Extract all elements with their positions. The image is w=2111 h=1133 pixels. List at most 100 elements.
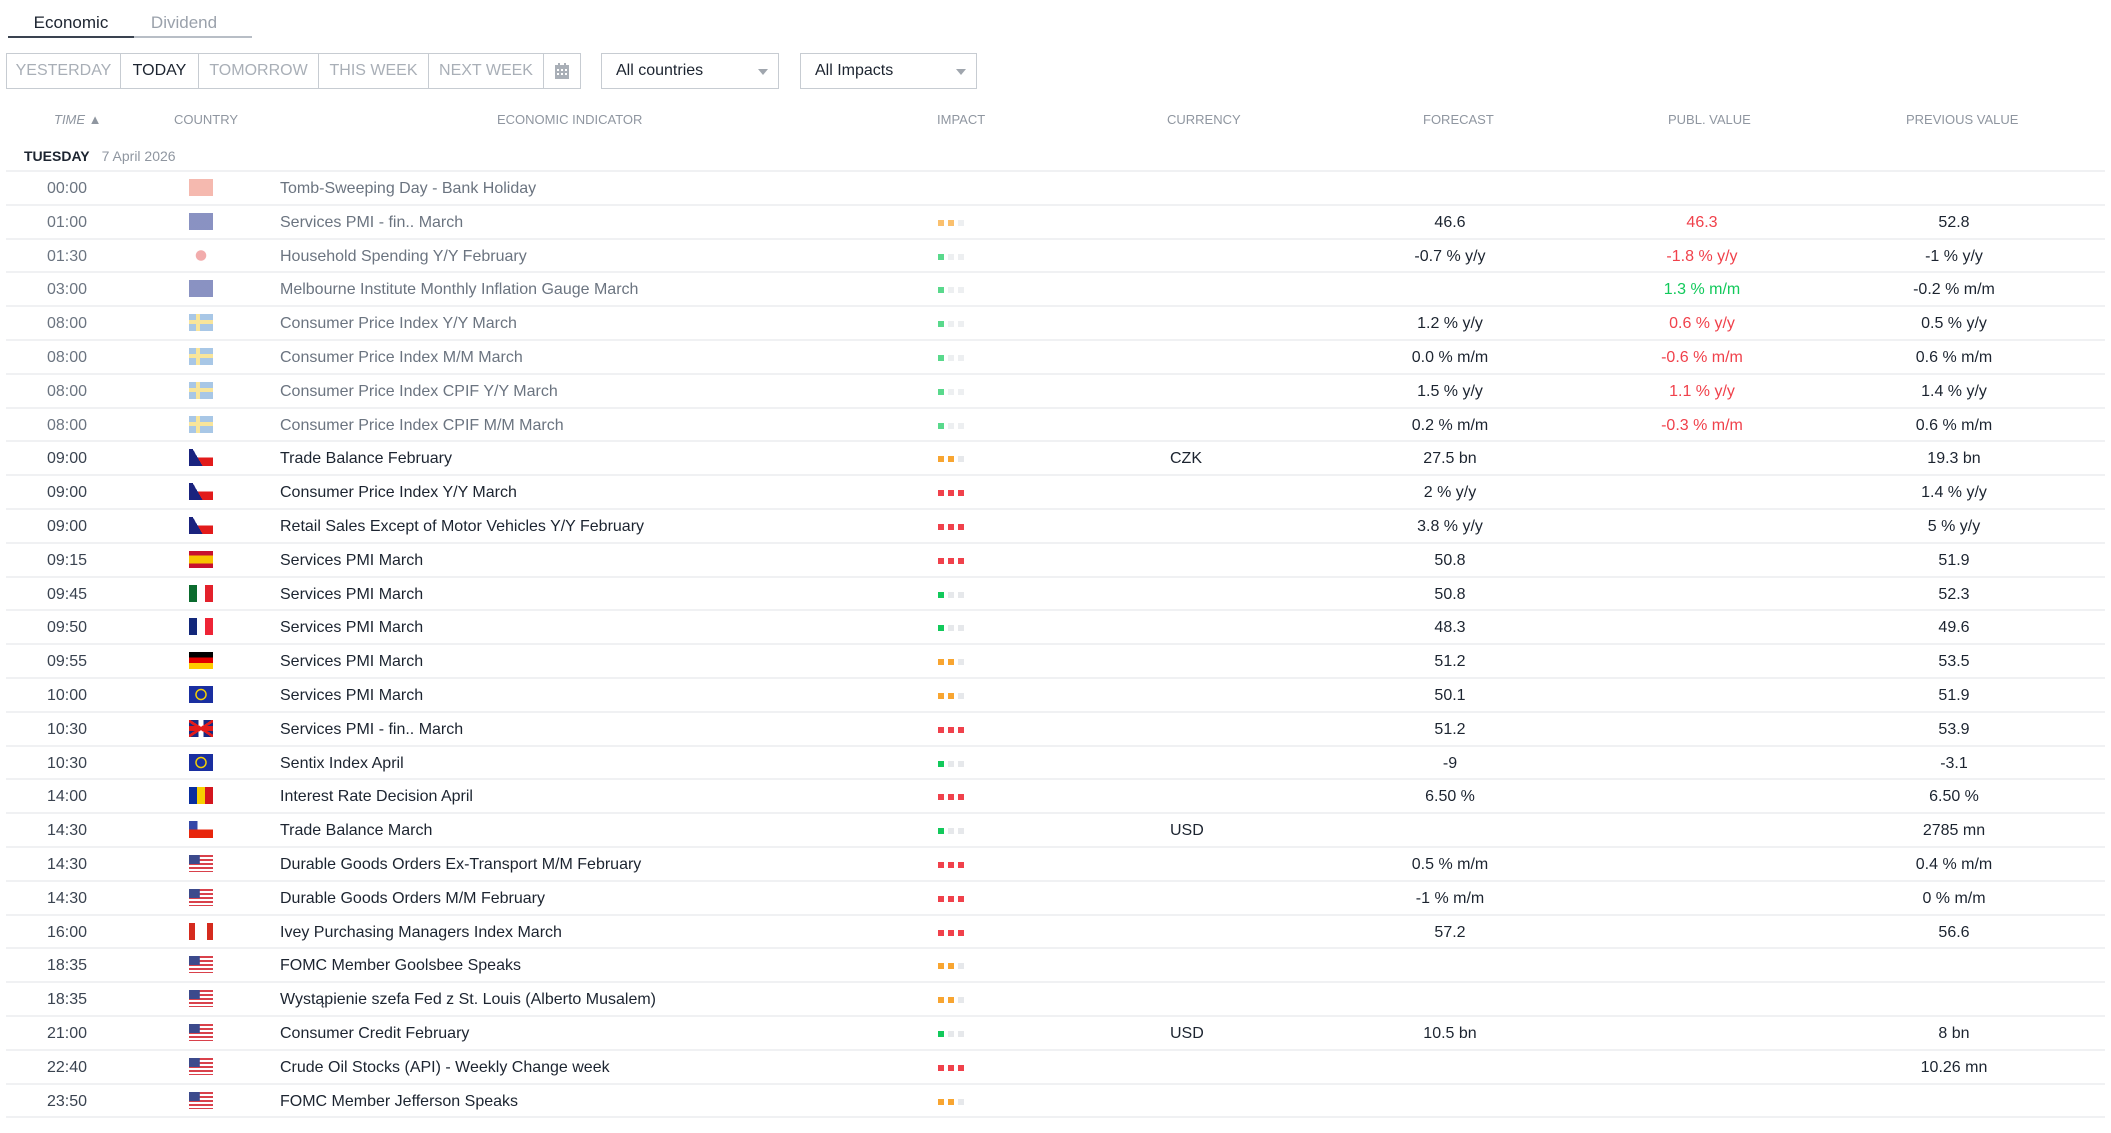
fr-flag-icon xyxy=(189,618,213,636)
impact-bar xyxy=(958,794,964,801)
event-indicator[interactable]: Interest Rate Decision April xyxy=(280,788,473,806)
impact-indicator xyxy=(938,287,964,294)
event-row[interactable]: 08:00 Consumer Price Index M/M March 0.0… xyxy=(6,339,2105,373)
event-indicator[interactable]: Melbourne Institute Monthly Inflation Ga… xyxy=(280,281,639,299)
event-previous: -1 % y/y xyxy=(1925,247,1983,265)
event-indicator[interactable]: Durable Goods Orders Ex-Transport M/M Fe… xyxy=(280,856,642,873)
event-indicator[interactable]: FOMC Member Goolsbee Speaks xyxy=(280,957,521,975)
event-time: 14:00 xyxy=(47,788,88,806)
event-time: 10:30 xyxy=(47,720,88,738)
country-filter-select[interactable]: All countries xyxy=(601,53,779,89)
event-row[interactable]: 23:50 FOMC Member Jefferson Speaks xyxy=(6,1082,2105,1117)
impact-bar xyxy=(958,625,964,632)
event-indicator[interactable]: Consumer Price Index CPIF M/M March xyxy=(280,416,564,434)
event-time: 18:35 xyxy=(47,991,88,1009)
impact-bar xyxy=(948,1031,954,1037)
event-indicator[interactable]: Sentix Index April xyxy=(280,754,404,772)
event-row[interactable]: 10:30 Services PMI - fin.. March 51.2 53… xyxy=(6,710,2105,745)
tomorrow-button[interactable]: TOMORROW xyxy=(199,54,319,88)
impact-bar xyxy=(958,253,964,260)
event-row[interactable]: 01:30 Household Spending Y/Y February -0… xyxy=(6,237,2105,272)
se-flag-icon xyxy=(189,314,213,332)
event-indicator[interactable]: Services PMI March xyxy=(280,585,424,603)
event-indicator[interactable]: Consumer Credit February xyxy=(280,1025,470,1042)
event-row[interactable]: 16:00 Ivey Purchasing Managers Index Mar… xyxy=(6,913,2105,948)
event-indicator[interactable]: Consumer Price Index CPIF Y/Y March xyxy=(280,382,558,400)
impact-bar xyxy=(958,219,964,226)
event-row[interactable]: 08:00 Consumer Price Index CPIF M/M Marc… xyxy=(6,406,2105,441)
event-indicator[interactable]: Services PMI March xyxy=(280,551,424,569)
event-indicator[interactable]: Consumer Price Index M/M March xyxy=(280,349,523,366)
event-indicator[interactable]: Consumer Price Index Y/Y March xyxy=(280,315,517,333)
event-row[interactable]: 18:35 FOMC Member Goolsbee Speaks xyxy=(6,947,2105,981)
event-row[interactable]: 09:00 Trade Balance February CZK 27.5 bn… xyxy=(6,440,2105,474)
event-indicator[interactable]: Services PMI March xyxy=(280,619,424,637)
event-row[interactable]: 09:15 Services PMI March 50.8 51.9 xyxy=(6,541,2105,576)
event-row[interactable]: 08:00 Consumer Price Index CPIF Y/Y Marc… xyxy=(6,372,2105,407)
event-indicator[interactable]: Trade Balance February xyxy=(280,450,452,468)
impact-indicator xyxy=(938,490,964,497)
event-row[interactable]: 09:00 Retail Sales Except of Motor Vehic… xyxy=(6,508,2105,542)
event-indicator[interactable]: Trade Balance March xyxy=(280,822,433,840)
event-indicator[interactable]: Wystąpienie szefa Fed z St. Louis (Alber… xyxy=(280,991,657,1009)
event-row[interactable]: 21:00 Consumer Credit February USD 10.5 … xyxy=(6,1015,2105,1049)
event-row[interactable]: 10:30 Sentix Index April -9 -3.1 xyxy=(6,744,2105,779)
event-row[interactable]: 01:00 Services PMI - fin.. March 46.6 46… xyxy=(6,203,2105,238)
cz-flag-icon xyxy=(189,483,213,501)
date-group-header: TUESDAY 7 April 2026 xyxy=(24,148,176,164)
event-indicator[interactable]: Services PMI - fin.. March xyxy=(280,720,464,738)
calendar-button[interactable] xyxy=(544,54,580,88)
event-row[interactable]: 09:50 Services PMI March 48.3 49.6 xyxy=(6,609,2105,643)
event-row[interactable]: 08:00 Consumer Price Index Y/Y March 1.2… xyxy=(6,305,2105,339)
us-flag-icon xyxy=(189,1057,213,1075)
tab-economic[interactable]: Economic xyxy=(8,8,134,38)
event-row[interactable]: 09:00 Consumer Price Index Y/Y March 2 %… xyxy=(6,474,2105,508)
event-row[interactable]: 14:00 Interest Rate Decision April 6.50 … xyxy=(6,778,2105,812)
event-indicator[interactable]: FOMC Member Jefferson Speaks xyxy=(280,1092,519,1110)
impact-bar xyxy=(948,625,954,632)
event-row[interactable]: 14:30 Trade Balance March USD 2785 mn xyxy=(6,812,2105,846)
today-button[interactable]: TODAY xyxy=(121,54,199,88)
event-row[interactable]: 14:30 Durable Goods Orders Ex-Transport … xyxy=(6,846,2105,880)
impact-bar xyxy=(958,321,964,328)
chevron-down-icon xyxy=(956,69,966,75)
calendar-icon xyxy=(555,63,569,79)
yesterday-button[interactable]: YESTERDAY xyxy=(7,54,121,88)
event-previous: 5 % y/y xyxy=(1927,518,1981,535)
impact-bar xyxy=(948,929,954,936)
event-time: 22:40 xyxy=(47,1058,88,1076)
event-indicator[interactable]: Retail Sales Except of Motor Vehicles Y/… xyxy=(280,518,645,535)
this-week-button[interactable]: THIS WEEK xyxy=(319,54,429,88)
event-currency: USD xyxy=(1170,1025,1204,1042)
impact-bar xyxy=(958,997,964,1004)
event-time: 09:00 xyxy=(47,518,88,535)
event-indicator[interactable]: Crude Oil Stocks (API) - Weekly Change w… xyxy=(280,1058,610,1076)
column-header-time[interactable]: TIME ▲ xyxy=(54,112,102,127)
event-indicator[interactable]: Services PMI - fin.. March xyxy=(280,213,464,231)
event-row[interactable]: 18:35 Wystąpienie szefa Fed z St. Louis … xyxy=(6,981,2105,1015)
event-indicator[interactable]: Household Spending Y/Y February xyxy=(280,247,527,265)
event-row[interactable]: 03:00 Melbourne Institute Monthly Inflat… xyxy=(6,271,2105,305)
impact-bar xyxy=(938,355,944,361)
event-row[interactable]: 10:00 Services PMI March 50.1 51.9 xyxy=(6,677,2105,711)
impact-bar xyxy=(958,963,964,970)
impact-indicator xyxy=(938,355,964,361)
event-row[interactable]: 00:00 Tomb-Sweeping Day - Bank Holiday xyxy=(6,170,2105,204)
event-indicator[interactable]: Services PMI March xyxy=(280,653,424,671)
event-row[interactable]: 09:45 Services PMI March 50.8 52.3 xyxy=(6,575,2105,610)
event-indicator[interactable]: Ivey Purchasing Managers Index March xyxy=(280,923,562,941)
event-row[interactable]: 09:55 Services PMI March 51.2 53.5 xyxy=(6,643,2105,677)
event-indicator[interactable]: Durable Goods Orders M/M February xyxy=(280,889,545,907)
impact-bar xyxy=(938,524,944,530)
next-week-button[interactable]: NEXT WEEK xyxy=(429,54,544,88)
event-indicator[interactable]: Tomb-Sweeping Day - Bank Holiday xyxy=(280,180,537,197)
event-indicator[interactable]: Consumer Price Index Y/Y March xyxy=(280,484,517,502)
event-row[interactable]: 14:30 Durable Goods Orders M/M February … xyxy=(6,879,2105,914)
event-previous: 19.3 bn xyxy=(1927,450,1981,468)
impact-filter-select[interactable]: All Impacts xyxy=(800,53,977,89)
event-indicator[interactable]: Services PMI March xyxy=(280,687,424,704)
tab-dividend[interactable]: Dividend xyxy=(150,13,218,32)
event-time: 09:00 xyxy=(47,484,88,502)
event-row[interactable]: 22:40 Crude Oil Stocks (API) - Weekly Ch… xyxy=(6,1048,2105,1083)
cz-flag-icon xyxy=(189,517,213,534)
